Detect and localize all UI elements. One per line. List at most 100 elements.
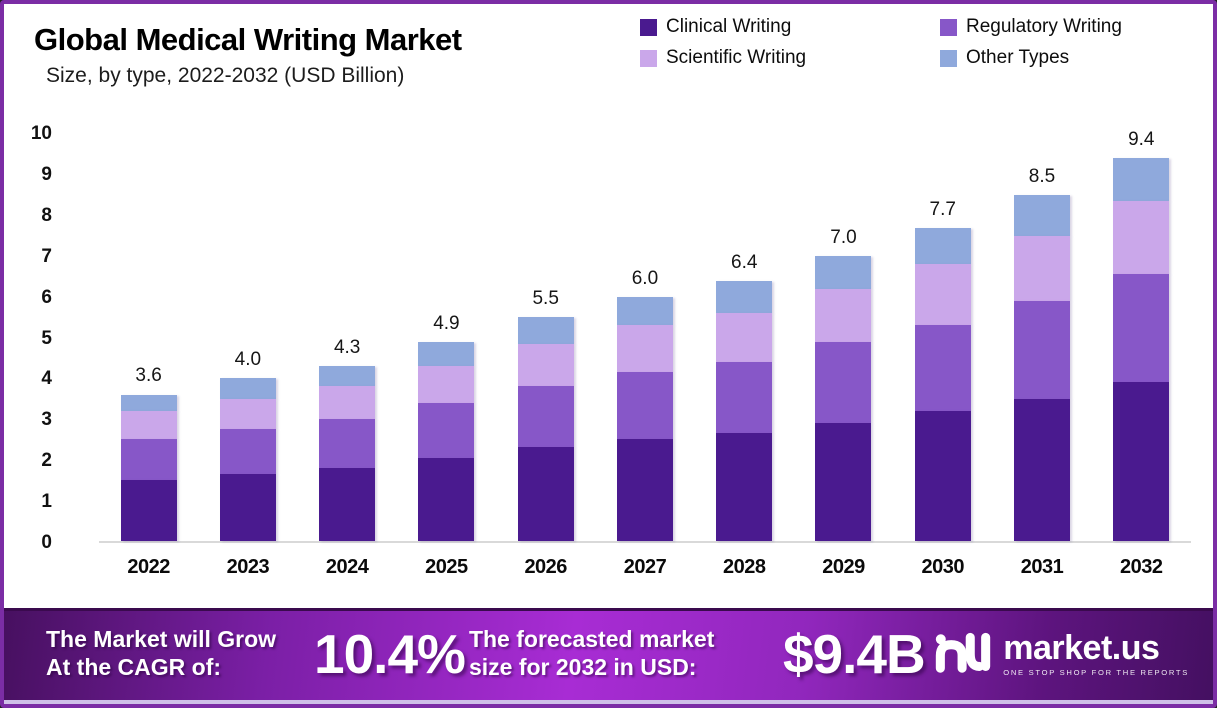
y-axis-labels: 0 1 2 3 4 5 6 7 8 9 10 bbox=[4, 123, 66, 553]
marketus-logo-tagline: ONE STOP SHOP FOR THE REPORTS bbox=[1003, 667, 1189, 677]
bar-segment-regulatory-writing bbox=[716, 361, 773, 434]
bar-stack bbox=[319, 134, 376, 541]
x-tick-label: 2024 bbox=[325, 556, 369, 578]
legend-label: Other Types bbox=[966, 47, 1070, 68]
bar-segment-clinical-writing bbox=[219, 473, 276, 541]
x-tick-label: 2025 bbox=[425, 556, 468, 578]
bar-total-label: 4.9 bbox=[433, 312, 460, 334]
bar-segment-other-types bbox=[716, 280, 773, 314]
forecast-caption-line1: The forecasted market bbox=[468, 626, 715, 653]
bar-segment-regulatory-writing bbox=[1113, 274, 1170, 383]
bar-column-2025: 4.9 bbox=[397, 134, 496, 541]
bar-column-2030: 7.7 bbox=[893, 134, 992, 541]
x-tick-label: 2026 bbox=[524, 556, 567, 578]
bar-segment-regulatory-writing bbox=[517, 386, 574, 448]
bar-segment-clinical-writing bbox=[815, 422, 872, 541]
bar-segment-other-types bbox=[1113, 158, 1170, 202]
cagr-caption-line1: The Market will Grow bbox=[46, 626, 277, 653]
bar-segment-scientific-writing bbox=[120, 410, 177, 440]
bar-total-label: 4.0 bbox=[234, 349, 262, 371]
cagr-value: 10.4% bbox=[314, 622, 466, 685]
forecast-caption: The forecasted market size for 2032 in U… bbox=[469, 626, 771, 680]
legend-item: Scientific Writing bbox=[640, 47, 940, 69]
bar-total-label: 4.3 bbox=[333, 337, 361, 358]
bar-segment-clinical-writing bbox=[319, 467, 376, 541]
bar-column-2024: 4.3 bbox=[298, 134, 397, 541]
legend-label: Regulatory Writing bbox=[966, 16, 1122, 37]
bar-column-2032: 9.4 bbox=[1092, 129, 1191, 541]
header: Global Medical Writing Market Size, by t… bbox=[4, 4, 1213, 104]
page-title: Global Medical Writing Market bbox=[34, 22, 462, 57]
bar-segment-clinical-writing bbox=[1113, 382, 1170, 541]
bar-segment-scientific-writing bbox=[319, 386, 376, 419]
bar-column-2023: 4.0 bbox=[198, 134, 297, 541]
bar-stack bbox=[716, 134, 773, 541]
bar-stack bbox=[517, 134, 574, 541]
bar-column-2022: 3.6 bbox=[99, 134, 198, 541]
x-tick-label: 2023 bbox=[226, 556, 270, 578]
y-tick-label: 5 bbox=[41, 327, 52, 349]
bar-segment-scientific-writing bbox=[914, 264, 971, 326]
bar-segment-clinical-writing bbox=[1014, 398, 1071, 541]
bar-column-2026: 5.5 bbox=[496, 134, 595, 541]
forecast-caption-line2: size for 2032 in USD: bbox=[468, 653, 697, 680]
bar-total-label: 8.5 bbox=[1028, 166, 1056, 188]
bar-segment-regulatory-writing bbox=[120, 439, 177, 480]
plot-area: 3.6 4.0 4.3 4.9 5.5 6.0 6.4 7.0 7.7 8.5 9.4 bbox=[99, 129, 1191, 543]
bar-stack bbox=[815, 134, 872, 541]
bar-segment-clinical-writing bbox=[418, 457, 475, 541]
y-tick-label: 0 bbox=[41, 532, 52, 553]
legend-item: Regulatory Writing bbox=[940, 16, 1195, 38]
bar-segment-scientific-writing bbox=[1113, 201, 1170, 275]
legend-item: Other Types bbox=[940, 47, 1195, 69]
x-tick-label: 2027 bbox=[623, 556, 667, 578]
bar-total-label: 5.5 bbox=[532, 288, 559, 310]
bar-segment-clinical-writing bbox=[120, 479, 177, 541]
y-tick-label: 10 bbox=[30, 123, 52, 144]
legend-swatch-icon bbox=[940, 18, 957, 36]
x-tick-label: 2029 bbox=[822, 556, 865, 578]
x-axis-labels: 2022 2023 2024 2025 2026 2027 2028 2029 2030 2031… bbox=[99, 556, 1191, 586]
legend-swatch-icon bbox=[940, 49, 957, 67]
legend-swatch-icon bbox=[640, 49, 657, 67]
bar-stack bbox=[418, 134, 475, 541]
marketus-logo: market.us ONE STOP SHOP FOR THE REPORTS bbox=[934, 625, 1189, 682]
bar-segment-scientific-writing bbox=[418, 366, 475, 403]
forecast-value: $9.4B bbox=[782, 622, 926, 685]
chart-area: 0 1 2 3 4 5 6 7 8 9 10 3.6 4.0 4.3 4.9 5.5 6.0 6.4 7.0 7.7… bbox=[4, 104, 1213, 610]
bar-segment-clinical-writing bbox=[616, 439, 673, 541]
y-tick-label: 8 bbox=[41, 204, 52, 226]
bar-stack bbox=[219, 134, 276, 541]
bar-segment-other-types bbox=[616, 296, 673, 326]
bar-segment-regulatory-writing bbox=[219, 429, 276, 474]
y-tick-label: 3 bbox=[41, 409, 52, 431]
bar-segment-regulatory-writing bbox=[616, 372, 673, 440]
y-tick-label: 7 bbox=[41, 245, 52, 267]
bar-segment-regulatory-writing bbox=[815, 341, 872, 423]
bar-total-label: 6.4 bbox=[731, 251, 758, 273]
bar-segment-regulatory-writing bbox=[1014, 300, 1071, 399]
bar-stack bbox=[1113, 134, 1170, 541]
x-tick-label: 2032 bbox=[1120, 556, 1163, 578]
marketus-logo-icon bbox=[934, 625, 992, 682]
bar-stack bbox=[120, 134, 177, 541]
legend: Clinical Writing Regulatory Writing Scient… bbox=[640, 16, 1195, 69]
bar-segment-other-types bbox=[219, 378, 276, 399]
bar-segment-regulatory-writing bbox=[418, 402, 475, 458]
bar-segment-regulatory-writing bbox=[914, 325, 971, 411]
bar-total-label: 7.7 bbox=[929, 198, 956, 220]
y-tick-label: 2 bbox=[41, 450, 52, 472]
bar-column-2031: 8.5 bbox=[992, 134, 1091, 541]
legend-label: Clinical Writing bbox=[666, 16, 792, 37]
y-tick-label: 4 bbox=[41, 368, 52, 390]
bar-column-2028: 6.4 bbox=[695, 134, 794, 541]
legend-label: Scientific Writing bbox=[666, 47, 807, 68]
bar-segment-other-types bbox=[319, 366, 376, 387]
bar-segment-scientific-writing bbox=[1014, 235, 1071, 301]
bar-segment-regulatory-writing bbox=[319, 418, 376, 468]
bar-total-label: 9.4 bbox=[1128, 129, 1155, 151]
x-tick-label: 2022 bbox=[127, 556, 170, 578]
cagr-caption-line2: At the CAGR of: bbox=[46, 653, 222, 680]
bar-segment-clinical-writing bbox=[517, 447, 574, 541]
bar-segment-scientific-writing bbox=[815, 288, 872, 342]
